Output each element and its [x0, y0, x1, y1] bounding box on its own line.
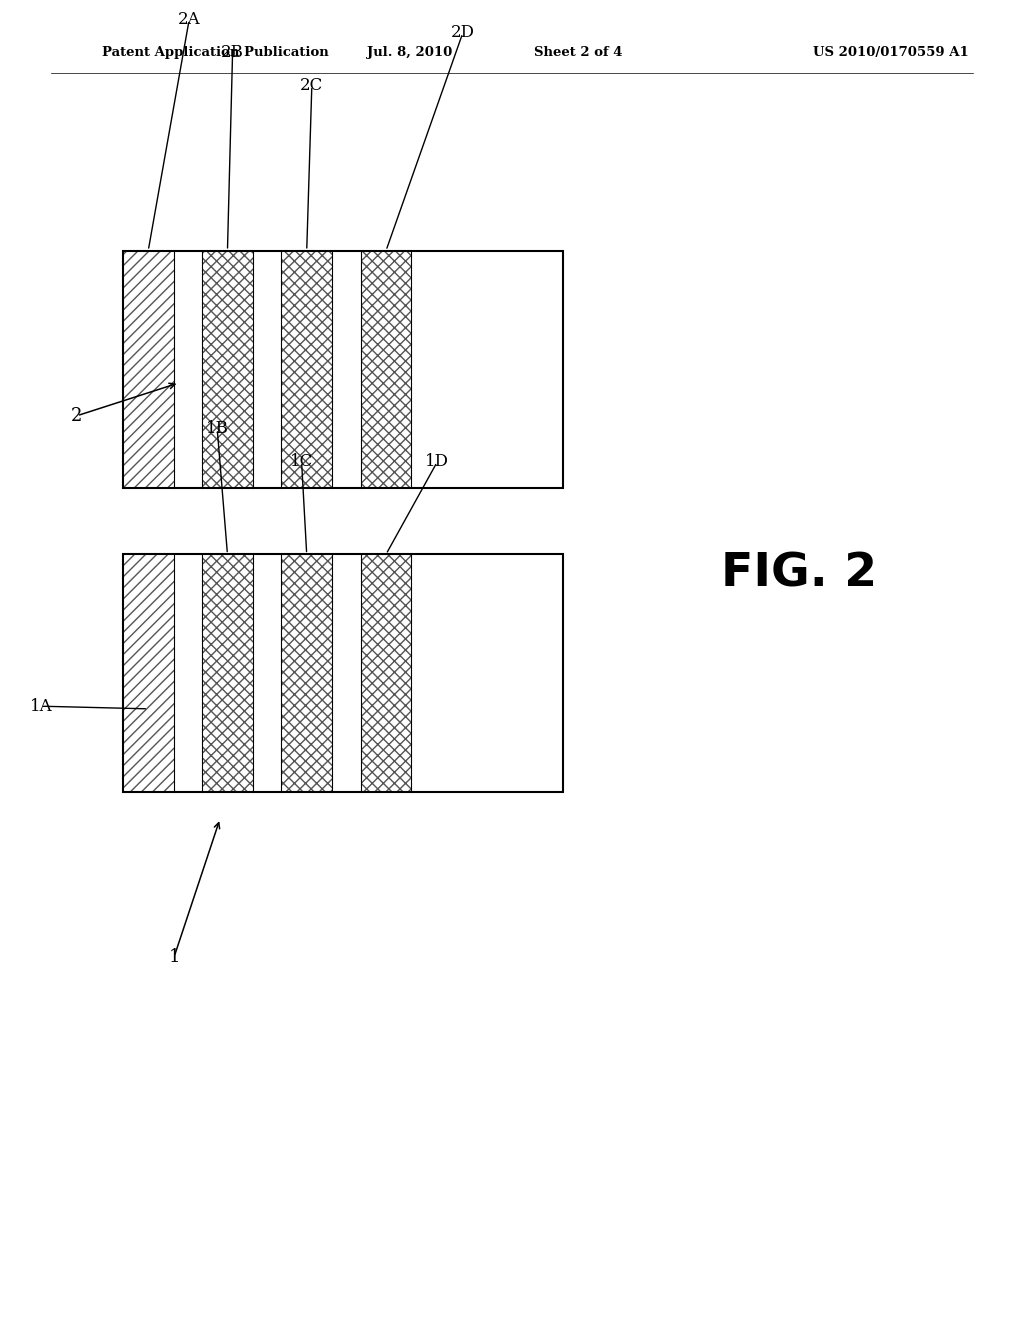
Bar [123, 554, 173, 792]
Bar [202, 251, 253, 488]
Text: 2B: 2B [221, 45, 244, 61]
Bar [123, 251, 563, 488]
Bar [123, 251, 173, 488]
Bar [123, 251, 563, 488]
Text: Sheet 2 of 4: Sheet 2 of 4 [535, 46, 623, 59]
Text: Patent Application Publication: Patent Application Publication [102, 46, 329, 59]
Bar [282, 554, 332, 792]
Text: 1B: 1B [206, 421, 228, 437]
Bar [332, 251, 360, 488]
Text: US 2010/0170559 A1: US 2010/0170559 A1 [813, 46, 969, 59]
Text: 2D: 2D [451, 25, 475, 41]
Bar [173, 251, 202, 488]
Bar [360, 251, 412, 488]
Text: 2: 2 [71, 407, 83, 425]
Text: Jul. 8, 2010: Jul. 8, 2010 [367, 46, 453, 59]
Text: 2A: 2A [178, 12, 201, 28]
Bar [282, 251, 332, 488]
Text: 1C: 1C [290, 454, 313, 470]
Text: 2C: 2C [300, 78, 324, 94]
Bar [332, 554, 360, 792]
Text: 1A: 1A [30, 698, 52, 714]
Bar [202, 554, 253, 792]
Bar [123, 554, 563, 792]
Bar [412, 251, 563, 488]
Text: 1D: 1D [425, 454, 450, 470]
Bar [123, 554, 563, 792]
Bar [253, 251, 282, 488]
Bar [173, 554, 202, 792]
Text: 1: 1 [168, 948, 180, 966]
Bar [412, 554, 563, 792]
Text: FIG. 2: FIG. 2 [721, 552, 877, 597]
Bar [253, 554, 282, 792]
Bar [360, 554, 412, 792]
